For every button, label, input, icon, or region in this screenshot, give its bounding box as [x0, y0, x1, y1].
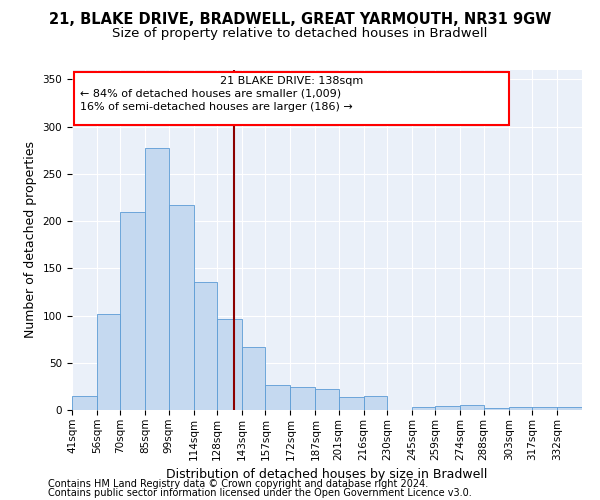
Bar — [364, 396, 387, 410]
Bar — [97, 314, 121, 410]
Bar — [436, 406, 460, 410]
Text: Contains HM Land Registry data © Crown copyright and database right 2024.: Contains HM Land Registry data © Crown c… — [48, 479, 428, 489]
Text: ← 84% of detached houses are smaller (1,009): ← 84% of detached houses are smaller (1,… — [80, 89, 341, 99]
Text: Contains public sector information licensed under the Open Government Licence v3: Contains public sector information licen… — [48, 488, 472, 498]
Bar — [509, 407, 532, 410]
Y-axis label: Number of detached properties: Number of detached properties — [24, 142, 37, 338]
Bar — [169, 205, 194, 410]
Bar — [460, 406, 484, 410]
Text: 21, BLAKE DRIVE, BRADWELL, GREAT YARMOUTH, NR31 9GW: 21, BLAKE DRIVE, BRADWELL, GREAT YARMOUT… — [49, 12, 551, 28]
Bar — [290, 388, 316, 410]
Bar — [72, 396, 97, 410]
Bar — [412, 407, 436, 410]
Bar — [532, 407, 557, 410]
X-axis label: Distribution of detached houses by size in Bradwell: Distribution of detached houses by size … — [166, 468, 488, 481]
Text: 21 BLAKE DRIVE: 138sqm: 21 BLAKE DRIVE: 138sqm — [220, 76, 363, 86]
Bar — [338, 397, 364, 410]
Bar — [557, 407, 582, 410]
Text: Size of property relative to detached houses in Bradwell: Size of property relative to detached ho… — [112, 28, 488, 40]
Bar — [316, 389, 338, 410]
Text: 16% of semi-detached houses are larger (186) →: 16% of semi-detached houses are larger (… — [80, 102, 353, 112]
Bar — [265, 386, 290, 410]
Bar — [121, 212, 145, 410]
Bar — [194, 282, 217, 410]
Bar — [145, 148, 169, 410]
Bar — [484, 408, 509, 410]
FancyBboxPatch shape — [74, 72, 509, 125]
Bar — [242, 346, 265, 410]
Bar — [217, 320, 242, 410]
